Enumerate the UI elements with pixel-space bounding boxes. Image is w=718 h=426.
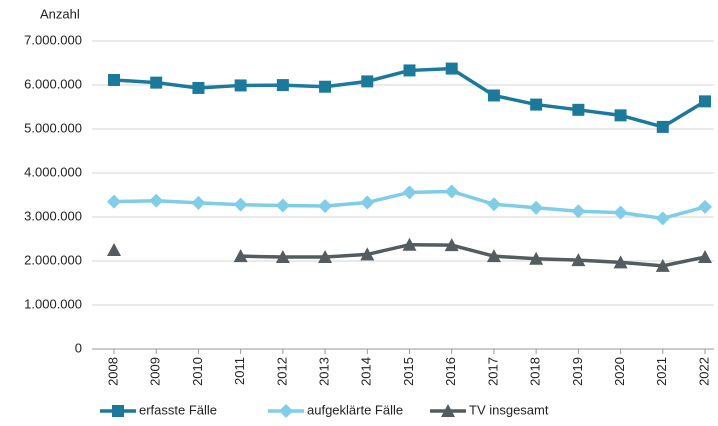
point: [571, 253, 586, 267]
legend-marker: [441, 404, 455, 417]
y-tick-label: 2.000.000: [24, 252, 82, 267]
point: [318, 199, 333, 213]
x-tick-label: 2010: [190, 357, 205, 386]
x-tick-label: 2008: [105, 357, 120, 386]
point: [655, 211, 670, 226]
point: [361, 75, 374, 88]
point: [233, 249, 248, 263]
x-tick-label: 2009: [148, 357, 163, 386]
x-tick-label: 2017: [485, 357, 500, 386]
point: [444, 184, 459, 199]
point: [108, 73, 120, 86]
y-tick-label: 7.000.000: [24, 32, 82, 47]
x-tick-label: 2014: [359, 357, 374, 386]
x-tick-label: 2019: [570, 357, 585, 386]
point: [360, 247, 375, 261]
y-tick-label: 6.000.000: [24, 76, 82, 91]
point: [699, 95, 711, 108]
x-tick-label: 2013: [317, 357, 332, 386]
y-tick-label: 0: [75, 340, 82, 355]
point: [319, 80, 332, 93]
point: [234, 79, 247, 92]
point: [318, 250, 333, 264]
point: [529, 200, 544, 215]
y-tick-label: 3.000.000: [24, 208, 82, 223]
legend-marker: [279, 404, 293, 418]
point: [402, 185, 417, 200]
legend-label: erfasste Fälle: [139, 402, 217, 417]
y-tick-label: 4.000.000: [24, 164, 82, 179]
point: [150, 76, 163, 89]
point: [402, 237, 417, 251]
x-tick-label: 2021: [654, 357, 669, 386]
y-axis-label: Anzahl: [40, 6, 80, 21]
point: [529, 251, 544, 265]
x-tick-label: 2020: [612, 357, 627, 386]
point: [403, 64, 416, 77]
x-tick-label: 2022: [696, 357, 711, 386]
legend-label: aufgeklärte Fälle: [307, 402, 403, 417]
point: [698, 199, 712, 214]
point: [233, 197, 248, 212]
point: [360, 195, 375, 210]
point: [486, 249, 501, 263]
x-tick-label: 2012: [274, 357, 289, 386]
legend-marker: [112, 405, 124, 417]
y-tick-label: 1.000.000: [24, 296, 82, 311]
point: [613, 255, 628, 269]
point: [656, 120, 669, 133]
x-tick-label: 2016: [443, 357, 458, 386]
x-tick-label: 2015: [401, 357, 416, 386]
series-line: [240, 242, 706, 268]
point: [276, 79, 289, 92]
point: [192, 81, 205, 94]
point: [149, 193, 164, 208]
x-tick-label: 2011: [232, 357, 247, 385]
point: [572, 103, 585, 116]
legend-label: TV insgesamt: [469, 402, 549, 417]
point: [487, 89, 500, 102]
point: [275, 250, 290, 264]
y-tick-label: 5.000.000: [24, 120, 82, 135]
point: [571, 204, 586, 219]
point: [444, 238, 459, 252]
point: [698, 250, 712, 264]
point: [191, 195, 206, 210]
point: [613, 205, 628, 220]
point: [530, 98, 543, 111]
point: [655, 258, 670, 272]
x-tick-label: 2018: [528, 357, 543, 386]
point: [275, 198, 290, 213]
point: [486, 197, 501, 212]
point: [445, 62, 458, 75]
point: [107, 194, 121, 209]
point: [614, 109, 627, 122]
point: [107, 243, 121, 256]
